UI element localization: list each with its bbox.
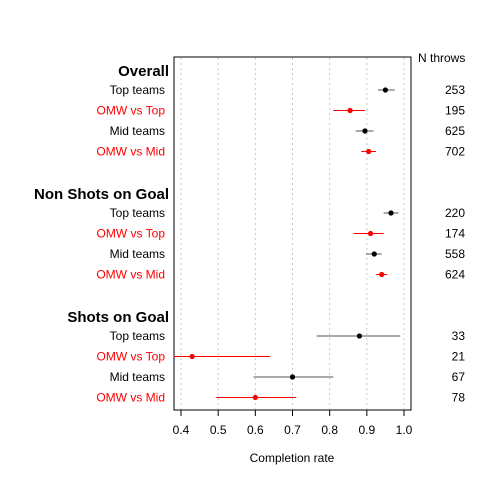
n-throws-count: 33 [452, 329, 466, 343]
row-label: Top teams [110, 206, 165, 220]
x-tick-label: 0.4 [173, 423, 190, 437]
n-throws-count: 21 [452, 350, 466, 364]
n-throws-count: 253 [445, 83, 465, 97]
row-label: OMW vs Mid [96, 391, 165, 405]
estimate-point [289, 374, 296, 380]
estimate-point [356, 333, 362, 339]
x-tick-label: 0.6 [247, 423, 264, 437]
count-header: N throws [418, 51, 465, 65]
x-tick-label: 1.0 [396, 423, 413, 437]
estimate-point [379, 271, 385, 278]
row-label: Mid teams [110, 124, 165, 138]
estimate-point [366, 148, 372, 155]
n-throws-count: 558 [445, 247, 465, 261]
row-label: OMW vs Mid [96, 268, 165, 282]
estimate-point [388, 210, 394, 216]
estimate-point [362, 128, 368, 134]
x-tick-label: 0.7 [284, 423, 301, 437]
n-throws-count: 78 [452, 391, 466, 405]
x-axis-title: Completion rate [250, 451, 335, 465]
n-throws-count: 220 [445, 206, 465, 220]
x-tick-label: 0.5 [210, 423, 227, 437]
row-label: Mid teams [110, 247, 165, 261]
n-throws-count: 195 [445, 104, 465, 118]
row-label: Top teams [110, 329, 165, 343]
group-header: Non Shots on Goal [34, 186, 169, 203]
plot-marks [173, 87, 401, 401]
row-label: Top teams [110, 83, 165, 97]
estimate-point [367, 230, 374, 237]
row-label: OMW vs Mid [96, 145, 165, 159]
estimate-point [252, 394, 258, 401]
row-label: OMW vs Top [97, 350, 166, 364]
row-labels: Overall Top teams OMW vs Top Mid teams OMW v… [34, 63, 169, 405]
count-labels: 253 195 625 702 220 174 558 624 33 21 67 78 [445, 83, 465, 405]
n-throws-count: 67 [452, 370, 466, 384]
row-label: OMW vs Top [97, 104, 166, 118]
x-tick-label: 0.9 [358, 423, 375, 437]
estimate-point [189, 353, 195, 360]
n-throws-count: 625 [445, 124, 465, 138]
n-throws-count: 624 [445, 268, 465, 282]
estimate-point [382, 87, 389, 93]
n-throws-count: 174 [445, 227, 465, 241]
row-label: Mid teams [110, 370, 165, 384]
x-tick-label: 0.8 [321, 423, 338, 437]
row-label: OMW vs Top [97, 227, 166, 241]
x-axis: 0.4 0.5 0.6 0.7 0.8 0.9 1.0 [173, 409, 413, 437]
group-header: Shots on Goal [67, 309, 169, 326]
estimate-point [371, 251, 377, 257]
estimate-point [347, 107, 353, 114]
n-throws-count: 702 [445, 145, 465, 159]
group-header: Overall [118, 63, 169, 80]
